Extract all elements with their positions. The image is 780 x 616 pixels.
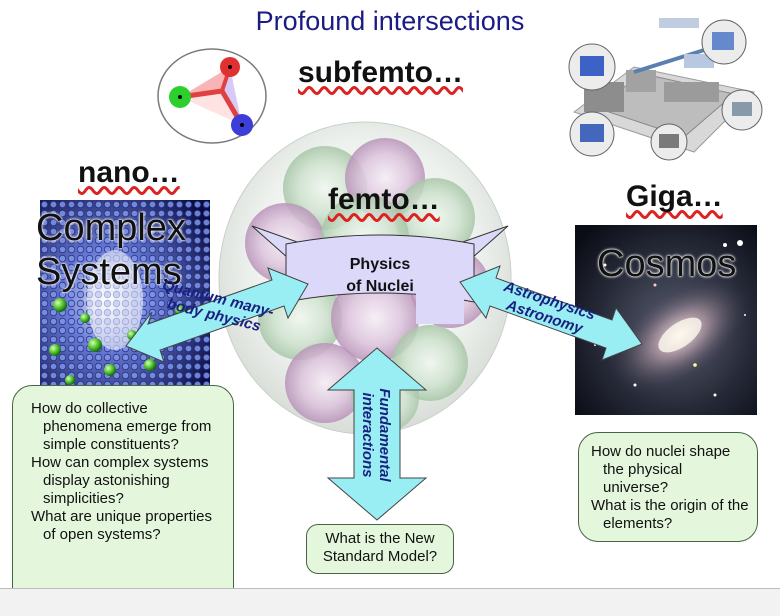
- astrophysics-arrow: [459, 265, 643, 361]
- quantum-many-body-arrow: [125, 267, 309, 363]
- question-right-1: How do nuclei shape the physical univers…: [591, 443, 731, 496]
- accelerator-facility-illustration: [568, 18, 763, 161]
- question-left-1: How do collective phenomena emerge from …: [31, 400, 212, 453]
- cosmos-questions: How do nuclei shape the physical univers…: [578, 432, 758, 542]
- slide-title: Profound intersections: [255, 6, 525, 36]
- scale-label-subfemto: subfemto…: [298, 56, 463, 89]
- complex-systems-questions: How do collective phenomena emerge from …: [12, 385, 234, 611]
- fundamental-interactions-line1: Fundamental: [376, 388, 393, 482]
- fundamental-interactions-label: Fundamental interactions: [359, 365, 393, 505]
- question-left-3: What are unique properties of open syste…: [31, 508, 212, 543]
- nanotube-image: [40, 200, 210, 400]
- banner-text: Physics of Nuclei: [300, 254, 460, 298]
- banner-line1: Physics: [349, 256, 411, 273]
- complex-systems-label-line1: Complex: [36, 207, 186, 249]
- cosmos-label: Cosmos: [597, 243, 737, 285]
- scale-label-nano: nano…: [78, 156, 180, 189]
- complex-systems-label: Complex Systems: [36, 206, 186, 294]
- question-right-2: What is the origin of the elements?: [591, 497, 749, 532]
- fundamental-interactions-line2: interactions: [359, 392, 376, 478]
- fundamental-interactions-arrow: [326, 347, 428, 521]
- slide-bottom-edge: [0, 588, 780, 616]
- complex-systems-label-line2: Systems: [36, 251, 182, 293]
- new-standard-model-question: What is the New Standard Model?: [306, 524, 454, 574]
- scale-label-giga: Giga…: [626, 180, 723, 213]
- scale-label-femto: femto…: [328, 183, 440, 216]
- question-left-2: How can complex systems display astonish…: [31, 454, 209, 507]
- quark-diagram: [157, 48, 267, 144]
- banner-line2: of Nuclei: [346, 278, 414, 295]
